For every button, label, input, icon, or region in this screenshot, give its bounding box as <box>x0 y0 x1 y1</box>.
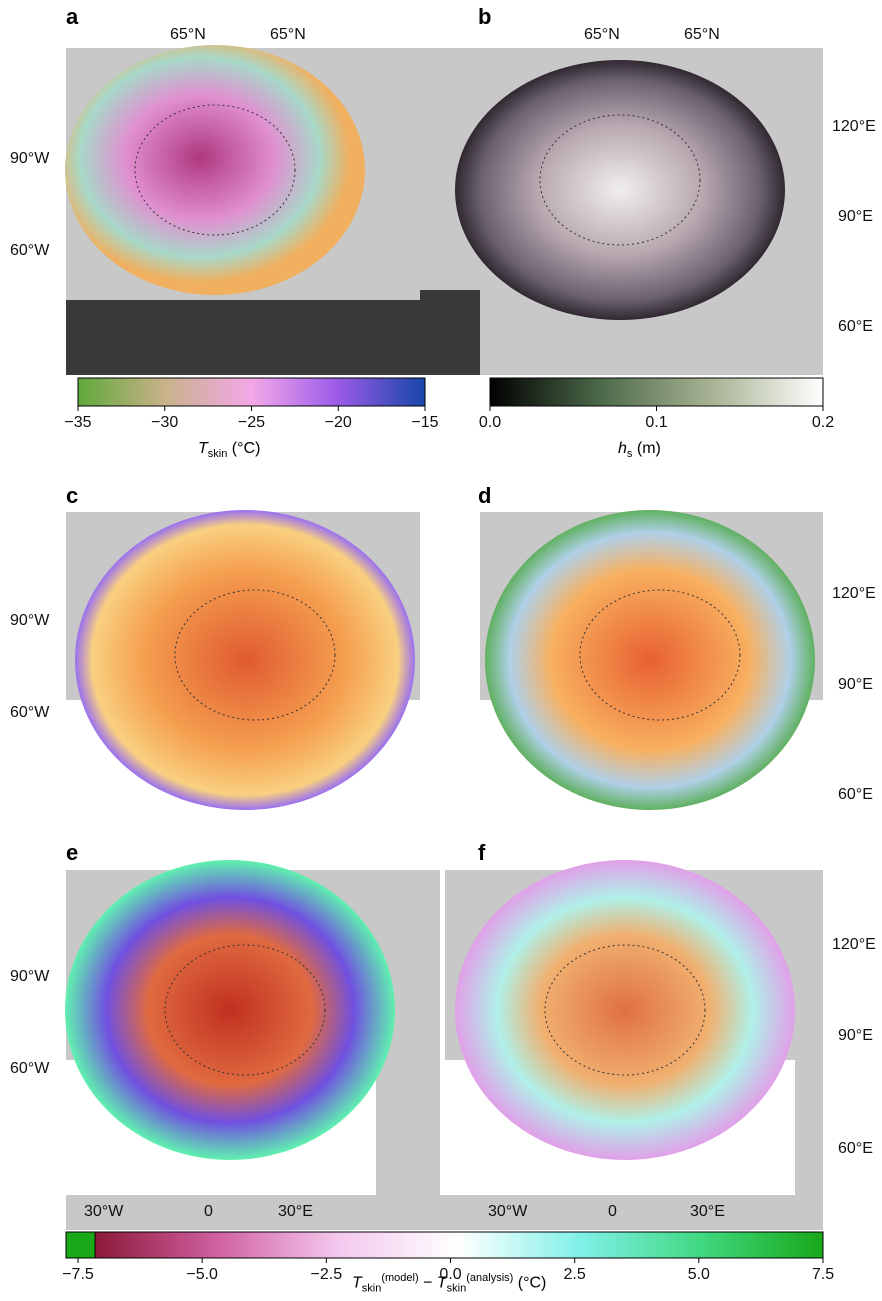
subscript: s <box>627 448 633 460</box>
panel-label: f <box>478 840 485 866</box>
symbol: T <box>352 1274 362 1291</box>
lon-label: 120°E <box>832 585 876 603</box>
subscript: skin <box>208 448 228 460</box>
tick-label: 0.2 <box>812 414 834 432</box>
subscript: skin <box>362 1283 382 1295</box>
colorbar-extension <box>66 1232 95 1258</box>
superscript: (model) <box>381 1272 418 1284</box>
symbol: T <box>198 440 208 457</box>
maps <box>0 0 882 1301</box>
figure: a b c d e f 65°N 65°N 65°N 65°N 90°W 60°… <box>0 0 882 1301</box>
tick-label: 0.0 <box>439 1266 461 1284</box>
panel-label: c <box>66 483 78 509</box>
map-d <box>480 510 823 840</box>
lat-label: 65°N <box>270 26 306 44</box>
lon-label: 30°E <box>690 1203 725 1221</box>
colorbar <box>78 378 425 406</box>
colorbar-title: hs (m) <box>618 440 661 460</box>
tick-label: 7.5 <box>812 1266 834 1284</box>
lon-label: 60°E <box>838 318 873 336</box>
lon-label: 90°W <box>10 612 49 630</box>
tick-label: 0.1 <box>645 414 667 432</box>
tick-label: −20 <box>325 414 352 432</box>
tick-label: −15 <box>411 414 438 432</box>
unit: (m) <box>637 440 661 457</box>
lat-label: 65°N <box>684 26 720 44</box>
lon-label: 30°W <box>488 1203 527 1221</box>
colorbar <box>490 378 823 406</box>
lon-label: 30°E <box>278 1203 313 1221</box>
lon-label: 120°E <box>832 118 876 136</box>
tick-label: 2.5 <box>564 1266 586 1284</box>
tick-label: −30 <box>151 414 178 432</box>
unit: (°C) <box>518 1274 547 1291</box>
tick-label: −35 <box>64 414 91 432</box>
tick-label: 5.0 <box>688 1266 710 1284</box>
lon-label: 90°W <box>10 968 49 986</box>
symbol: h <box>618 440 627 457</box>
superscript: (analysis) <box>466 1272 513 1284</box>
lon-label: 0 <box>608 1203 617 1221</box>
panel-label: e <box>66 840 78 866</box>
lon-label: 60°E <box>838 786 873 804</box>
lon-label: 60°W <box>10 1060 49 1078</box>
lon-label: 90°W <box>10 150 49 168</box>
lon-label: 30°W <box>84 1203 123 1221</box>
tick-label: −7.5 <box>62 1266 94 1284</box>
map-c <box>66 510 420 840</box>
panel-label: d <box>478 483 491 509</box>
panel-label: b <box>478 4 491 30</box>
map-f <box>445 860 823 1195</box>
lon-label: 120°E <box>832 936 876 954</box>
lon-label: 60°W <box>10 242 49 260</box>
lon-label: 60°W <box>10 704 49 722</box>
lon-label: 90°E <box>838 676 873 694</box>
colorbar-title: Tskin (°C) <box>198 440 260 460</box>
lat-label: 65°N <box>584 26 620 44</box>
tick-label: 0.0 <box>479 414 501 432</box>
lon-label: 90°E <box>838 208 873 226</box>
colorbar <box>95 1232 823 1258</box>
tick-label: −2.5 <box>311 1266 343 1284</box>
map-e <box>65 860 440 1195</box>
operator: − <box>423 1274 432 1291</box>
lon-label: 0 <box>204 1203 213 1221</box>
lon-label: 90°E <box>838 1027 873 1045</box>
tick-label: −5.0 <box>186 1266 218 1284</box>
subscript: skin <box>447 1283 467 1295</box>
lat-label: 65°N <box>170 26 206 44</box>
panel-label: a <box>66 4 78 30</box>
lon-label: 60°E <box>838 1140 873 1158</box>
map-b <box>420 48 823 375</box>
map-a <box>65 45 425 375</box>
tick-label: −25 <box>238 414 265 432</box>
unit: (°C) <box>232 440 261 457</box>
